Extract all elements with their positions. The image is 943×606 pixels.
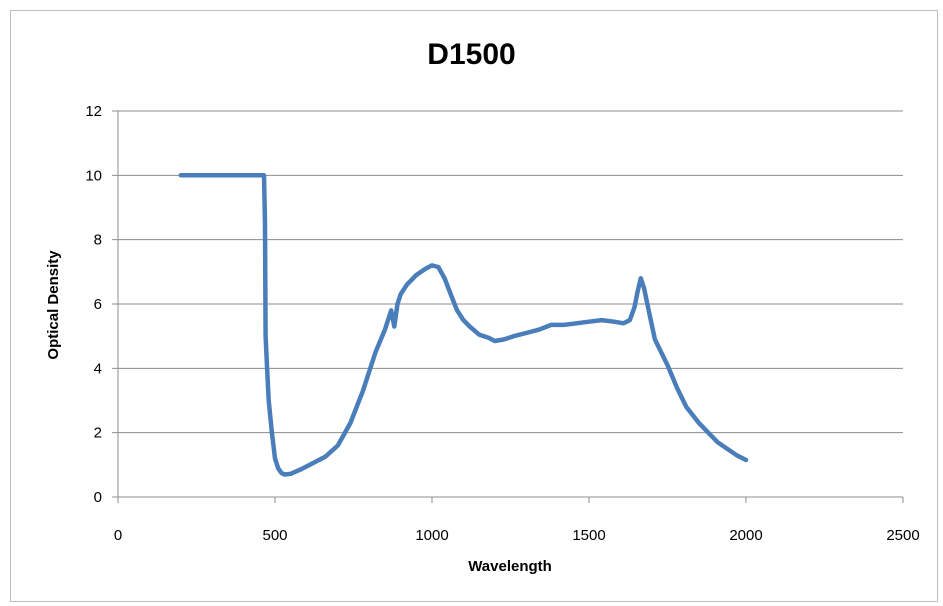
chart-frame <box>10 10 938 602</box>
x-tick-label: 0 <box>114 527 122 544</box>
x-tick-label: 500 <box>262 527 287 544</box>
y-tick-label: 4 <box>94 360 102 377</box>
y-tick-label: 8 <box>94 232 102 249</box>
y-axis-label: Optical Density <box>45 250 62 360</box>
x-axis-label: Wavelength <box>468 558 552 575</box>
x-tick-label: 2000 <box>729 527 762 544</box>
y-tick-label: 2 <box>94 425 102 442</box>
x-tick-label: 2500 <box>886 527 919 544</box>
y-tick-label: 6 <box>94 296 102 313</box>
x-tick-label: 1000 <box>415 527 448 544</box>
x-tick-label: 1500 <box>572 527 605 544</box>
y-tick-label: 10 <box>85 167 102 184</box>
series-line <box>178 173 749 477</box>
y-tick-label: 12 <box>85 103 102 120</box>
y-tick-label: 0 <box>94 489 102 506</box>
chart-title: D1500 <box>427 38 516 71</box>
